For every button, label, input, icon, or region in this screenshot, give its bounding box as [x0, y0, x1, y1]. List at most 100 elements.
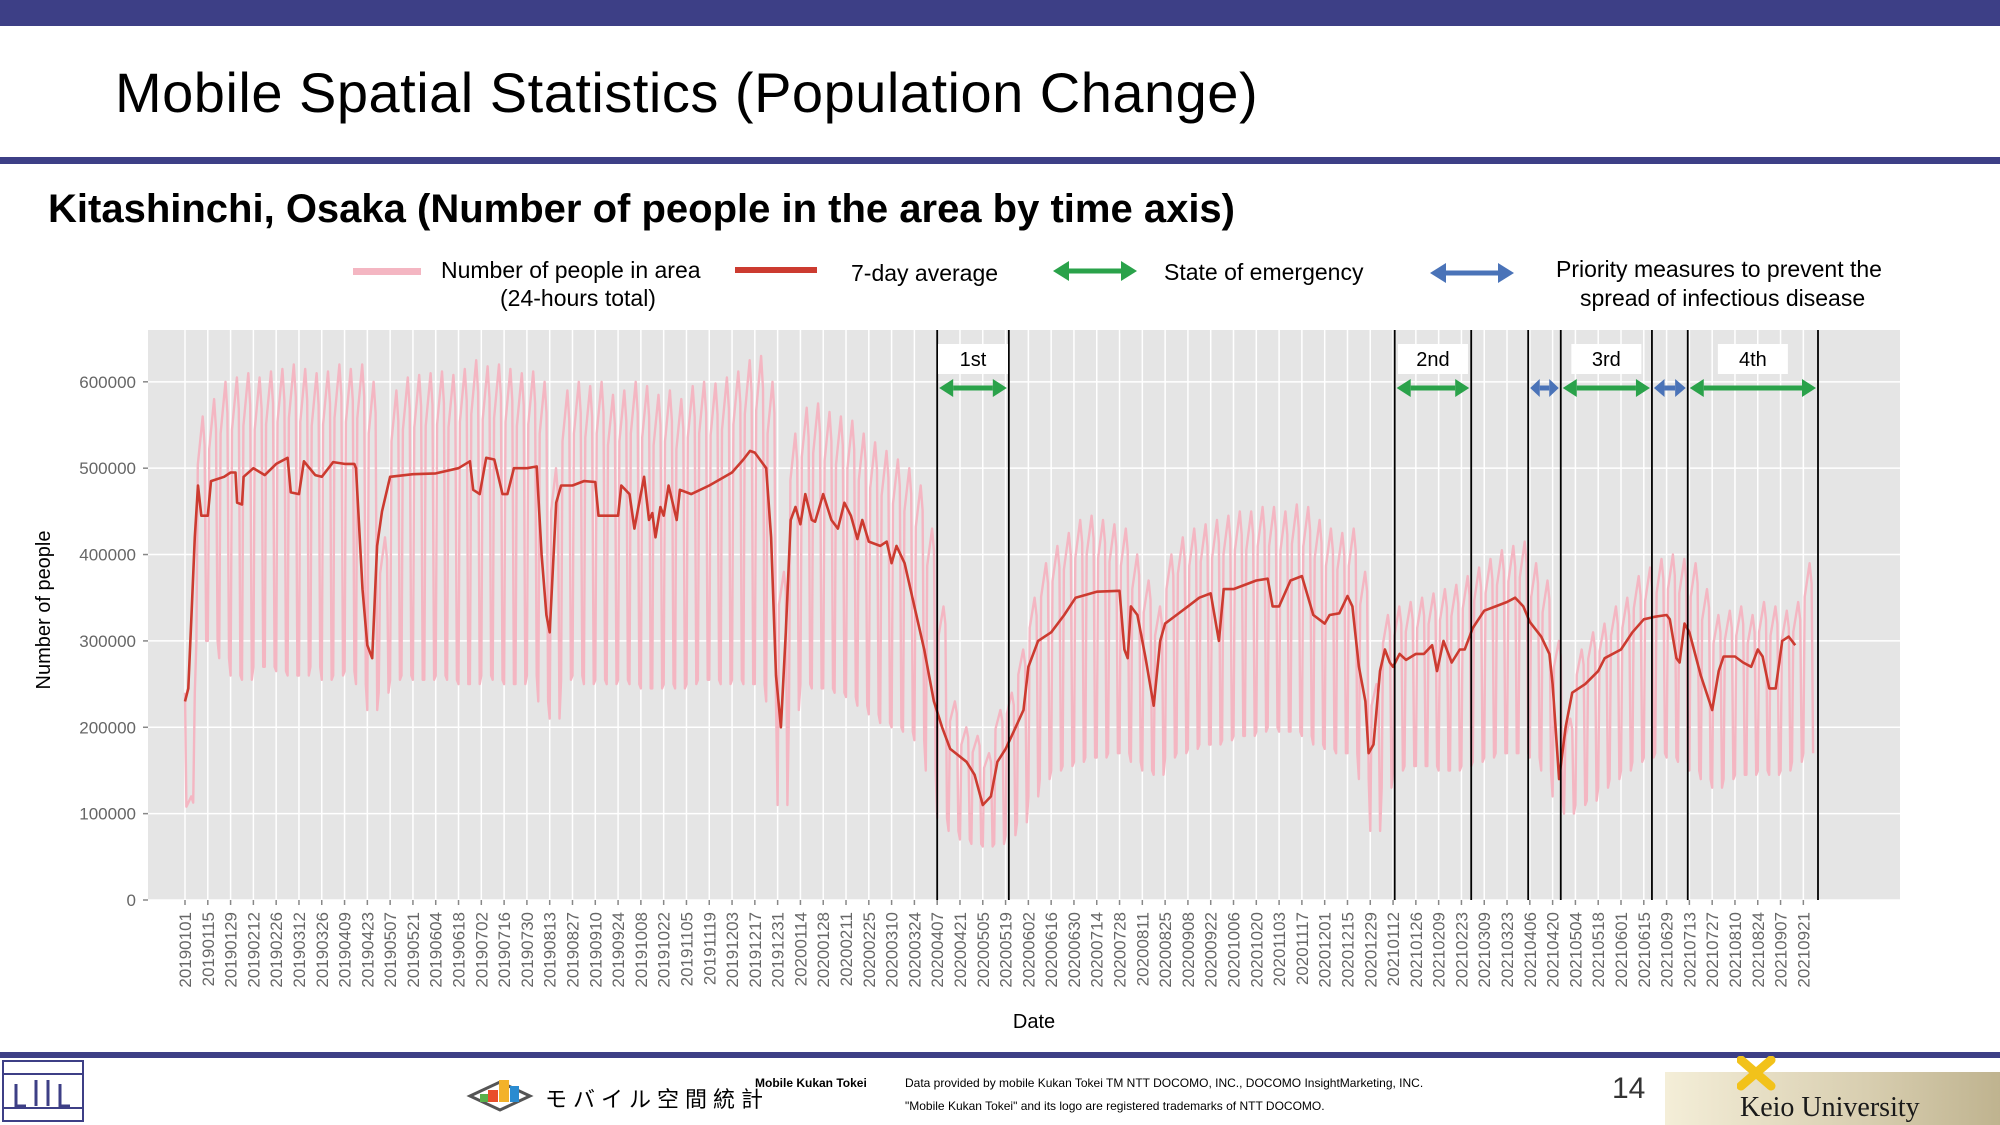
period-arrowhead-left-3: [1562, 379, 1577, 397]
x-tick-label-4: 20190226: [267, 912, 286, 988]
footer-divider: [0, 1052, 2000, 1058]
period-label-box-5: [1717, 344, 1788, 374]
x-tick-label-9: 20190507: [381, 912, 400, 988]
x-tick-label-64: 20210615: [1635, 912, 1654, 988]
x-tick-label-25: 20191217: [746, 912, 765, 988]
period-arrowhead-right-5: [1802, 379, 1816, 397]
x-tick-label-36: 20200519: [997, 912, 1016, 988]
period-arrowhead-left-2: [1530, 379, 1540, 397]
population-chart: 0 100000 200000 300000 400000 500000 600000 201…: [33, 330, 1900, 1033]
period-arrowhead-right-3: [1635, 379, 1650, 397]
x-tick-label-45: 20200922: [1202, 912, 1221, 988]
x-tick-label-35: 20200505: [974, 912, 993, 988]
credit-line-2: "Mobile Kukan Tokei" and its logo are re…: [905, 1099, 1325, 1113]
x-tick-label-8: 20190423: [358, 912, 377, 988]
legend-priority-label-line1: Priority measures to prevent the: [1556, 256, 1882, 282]
credit-line-1: Data provided by mobile Kukan Tokei TM N…: [905, 1076, 1424, 1090]
x-tick-label-14: 20190716: [495, 912, 514, 988]
y-tick-label-4: 400000: [79, 546, 136, 565]
page-number: 14: [1612, 1072, 1646, 1105]
y-tick-label-3: 300000: [79, 632, 136, 651]
x-tick-label-20: 20191008: [632, 912, 651, 988]
x-tick-label-19: 20190924: [609, 912, 628, 988]
title-divider: [0, 157, 2000, 164]
brand-jp: モバイル空間統計: [545, 1087, 770, 1112]
period-arrowhead-left-5: [1689, 379, 1704, 397]
x-tick-label-69: 20210824: [1749, 912, 1768, 988]
x-axis-title: Date: [1013, 1011, 1055, 1033]
left-logo-icon: [2, 1060, 84, 1122]
keio-pen-icon: [1737, 1056, 1776, 1091]
university-name: Keio University: [1740, 1092, 1920, 1123]
x-tick-label-31: 20200310: [883, 912, 902, 988]
brand-en: Mobile Kukan Tokei: [755, 1076, 867, 1090]
x-tick-label-13: 20190702: [472, 912, 491, 988]
x-tick-label-11: 20190604: [427, 912, 446, 988]
x-tick-label-50: 20201201: [1316, 912, 1335, 988]
period-arrowhead-right-2: [1549, 379, 1559, 397]
legend-emergency-label: State of emergency: [1164, 259, 1364, 285]
x-tick-label-61: 20210504: [1566, 912, 1585, 988]
period-arrowhead-left-0: [939, 379, 954, 397]
x-tick-label-59: 20210406: [1521, 912, 1540, 988]
period-arrowhead-right-1: [1455, 379, 1470, 397]
x-tick-label-48: 20201103: [1270, 912, 1289, 986]
legend-daily-sublabel: (24-hours total): [500, 285, 656, 311]
x-tick-label-68: 20210810: [1726, 912, 1745, 988]
x-tick-label-29: 20200211: [837, 912, 856, 986]
period-label-3: 3rd: [1592, 349, 1621, 371]
x-tick-label-53: 20210112: [1384, 912, 1403, 986]
x-tick-label-18: 20190910: [586, 912, 605, 988]
x-tick-label-56: 20210223: [1452, 912, 1471, 988]
x-tick-label-39: 20200630: [1065, 912, 1084, 988]
period-arrowhead-left-1: [1396, 379, 1411, 397]
x-tick-label-42: 20200811: [1133, 912, 1152, 986]
period-label-box-3: [1571, 344, 1642, 374]
plot-background: [148, 330, 1900, 900]
x-tick-label-38: 20200616: [1042, 912, 1061, 988]
x-tick-label-26: 20191231: [769, 912, 788, 988]
mobile-kukan-logo-icon: [466, 1080, 534, 1112]
keio-banner: Keio University: [1665, 1056, 2000, 1125]
x-tick-label-47: 20201020: [1247, 912, 1266, 988]
x-tick-label-71: 20210921: [1794, 912, 1813, 988]
y-tick-label-6: 600000: [79, 373, 136, 392]
x-tick-label-40: 20200714: [1088, 912, 1107, 988]
x-tick-label-0: 20190101: [176, 912, 195, 988]
x-tick-label-57: 20210309: [1475, 912, 1494, 988]
x-tick-label-22: 20191105: [677, 912, 696, 986]
legend-priority-label-line2: spread of infectious disease: [1580, 285, 1866, 311]
y-tick-label-5: 500000: [79, 459, 136, 478]
x-tick-label-49: 20201117: [1293, 912, 1312, 985]
slide-title: Mobile Spatial Statistics (Population Ch…: [115, 61, 1259, 124]
x-tick-label-41: 20200728: [1111, 912, 1130, 988]
x-tick-label-37: 20200602: [1019, 912, 1038, 988]
x-tick-label-54: 20210126: [1407, 912, 1426, 988]
x-tick-label-15: 20190730: [518, 912, 537, 988]
x-tick-label-63: 20210601: [1612, 912, 1631, 988]
x-tick-label-43: 20200825: [1156, 912, 1175, 988]
period-label-0: 1st: [960, 349, 987, 371]
y-tick-label-2: 200000: [79, 718, 136, 737]
x-tick-label-7: 20190409: [336, 912, 355, 988]
period-arrowhead-right-4: [1675, 379, 1686, 397]
x-tick-label-16: 20190813: [541, 912, 560, 988]
x-tick-label-30: 20200225: [860, 912, 879, 988]
header-bar: [0, 0, 2000, 26]
x-tick-label-44: 20200908: [1179, 912, 1198, 988]
x-tick-label-32: 20200324: [905, 912, 924, 988]
x-tick-label-52: 20201229: [1361, 912, 1380, 988]
y-tick-label-0: 0: [127, 891, 136, 910]
x-tick-label-67: 20210727: [1703, 912, 1722, 988]
x-tick-label-66: 20210713: [1680, 912, 1699, 988]
y-axis-title: Number of people: [33, 531, 55, 690]
period-label-box-0: [938, 344, 1009, 374]
period-label-5: 4th: [1739, 349, 1767, 371]
x-tick-label-65: 20210629: [1658, 912, 1677, 988]
legend-priority-arrow-icon: [1430, 263, 1514, 283]
x-tick-label-5: 20190312: [290, 912, 309, 988]
x-tick-label-55: 20210209: [1430, 912, 1449, 988]
x-tick-label-3: 20190212: [244, 912, 263, 988]
x-tick-label-58: 20210323: [1498, 912, 1517, 988]
slide-subtitle: Kitashinchi, Osaka (Number of people in …: [48, 187, 1235, 231]
